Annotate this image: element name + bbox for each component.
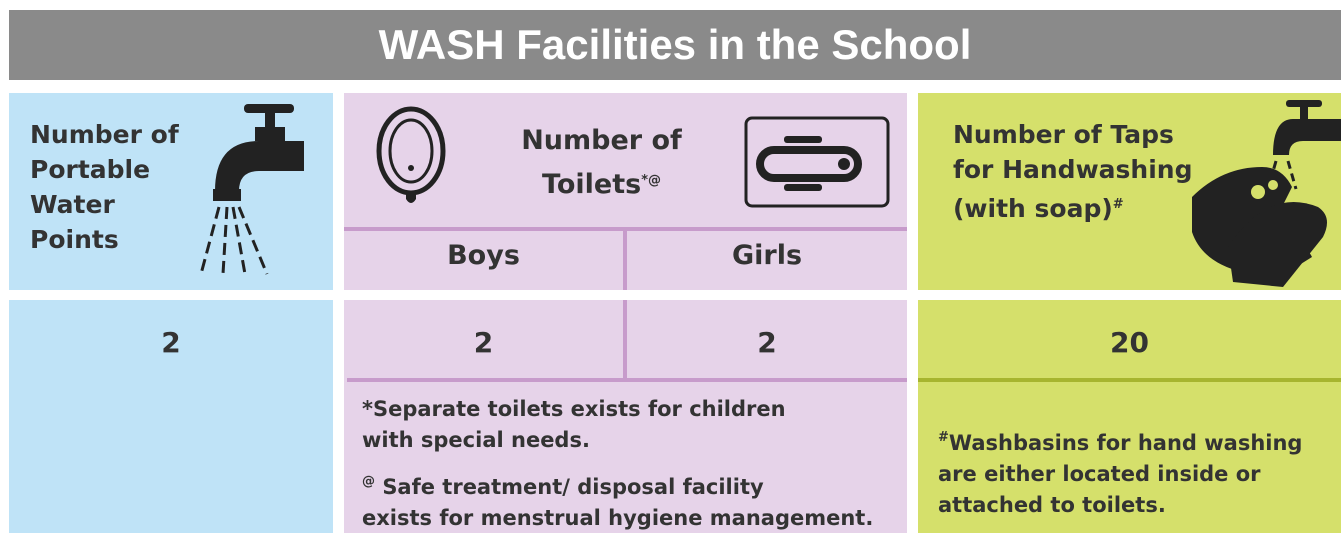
line: Portable xyxy=(30,155,151,184)
line: for Handwashing xyxy=(953,155,1193,184)
title: WASH Facilities in the School xyxy=(9,10,1341,80)
line: Number of Taps xyxy=(953,120,1174,149)
mark: # xyxy=(938,430,949,445)
urinal-icon xyxy=(376,106,446,203)
water-label: Number of Portable Water Points xyxy=(30,117,179,257)
line: Number of xyxy=(521,125,682,156)
handwash-icon xyxy=(1192,100,1341,287)
line: are either located inside or xyxy=(938,462,1261,486)
mark: # xyxy=(1112,197,1124,212)
water-header: Number of Portable Water Points xyxy=(9,93,333,290)
toilets-value-cell: 2 2 *Separate toilets exists for childre… xyxy=(344,300,907,533)
line: Toilets*@ xyxy=(519,161,684,205)
girls-value: 2 xyxy=(757,326,777,359)
line: with special needs. xyxy=(362,428,590,452)
text: Washbasins for hand washing xyxy=(948,431,1303,455)
taps-value-cell: 20 #Washbasins for hand washing are eith… xyxy=(918,300,1341,533)
mark: * xyxy=(362,397,373,421)
taps-note: #Washbasins for hand washing are either … xyxy=(938,422,1302,521)
line: attached to toilets. xyxy=(938,493,1166,517)
text: Separate toilets exists for children xyxy=(372,397,786,421)
divider xyxy=(623,231,627,290)
divider xyxy=(347,378,907,382)
divider xyxy=(918,378,1341,382)
divider xyxy=(623,300,627,378)
taps-header: Number of Taps for Handwashing (with soa… xyxy=(918,93,1341,290)
line: Number of xyxy=(30,120,179,149)
toilets-header: Number of Toilets*@ Boys Girls xyxy=(344,93,907,290)
divider xyxy=(344,227,907,231)
text: Toilets xyxy=(542,169,642,200)
toilets-label: Number of Toilets*@ xyxy=(519,121,684,205)
text: Safe treatment/ disposal facility xyxy=(382,475,764,499)
line: #Washbasins for hand washing xyxy=(938,422,1302,459)
text: (with soap) xyxy=(953,194,1113,223)
taps-value: 20 xyxy=(1110,326,1149,359)
girls-label: Girls xyxy=(731,240,803,271)
line: Water xyxy=(30,190,115,219)
water-value-cell: 2 xyxy=(9,300,333,533)
faucet-icon xyxy=(199,104,304,275)
taps-label: Number of Taps for Handwashing (with soa… xyxy=(953,117,1192,226)
mark: @ xyxy=(362,474,375,489)
line: Points xyxy=(30,225,119,254)
toilet-icon xyxy=(744,116,890,208)
line: @ Safe treatment/ disposal facility xyxy=(362,466,873,503)
line: exists for menstrual hygiene management. xyxy=(362,506,874,530)
marks: *@ xyxy=(641,173,661,188)
water-value: 2 xyxy=(161,326,181,359)
toilet-note: *Separate toilets exists for children wi… xyxy=(362,394,786,456)
line: *Separate toilets exists for children xyxy=(362,394,786,425)
boys-value: 2 xyxy=(473,326,494,359)
line: (with soap)# xyxy=(953,187,1192,226)
boys-label: Boys xyxy=(447,240,520,271)
toilet-note: @ Safe treatment/ disposal facility exis… xyxy=(362,466,873,534)
